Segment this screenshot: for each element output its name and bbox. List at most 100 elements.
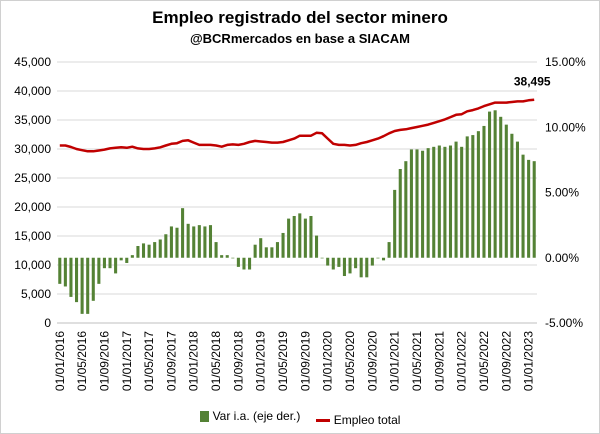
bar [426, 148, 430, 258]
bar [521, 154, 525, 258]
bar [432, 146, 436, 258]
x-tick-label: 01/01/2023 [522, 331, 536, 391]
bar [387, 242, 391, 258]
x-tick-label: 01/05/2020 [343, 331, 357, 391]
chart-title: Empleo registrado del sector minero [152, 8, 448, 27]
bar [236, 257, 240, 267]
x-tick-label: 01/01/2020 [321, 331, 335, 391]
bar [75, 257, 79, 303]
bar [504, 124, 508, 258]
bar [448, 145, 453, 258]
y-right-tick-label: 15.00% [545, 55, 586, 69]
x-tick-label: 01/09/2016 [97, 331, 111, 391]
bar [320, 257, 324, 259]
bar [298, 213, 302, 258]
bar [281, 232, 285, 258]
bar [119, 257, 123, 261]
bar [220, 255, 224, 258]
x-tick-label: 01/05/2016 [75, 331, 89, 391]
x-tick-label: 01/01/2016 [53, 331, 67, 391]
bar [203, 226, 207, 258]
x-tick-label: 01/01/2019 [254, 331, 268, 391]
bar [315, 235, 319, 258]
bar [515, 141, 519, 258]
y-left-tick-label: 40,000 [14, 84, 51, 98]
bar [69, 257, 73, 297]
legend-swatch-bars [199, 410, 209, 422]
bar [259, 238, 263, 258]
bar [58, 257, 62, 284]
bar [242, 257, 246, 270]
bar [348, 257, 352, 274]
bar [331, 257, 335, 270]
x-tick-label: 01/01/2021 [388, 331, 402, 391]
bar [108, 257, 112, 269]
bar [175, 227, 179, 258]
bar [63, 257, 67, 287]
bar [359, 257, 363, 278]
bar [460, 146, 464, 258]
y-left-tick-label: 35,000 [14, 113, 51, 127]
bar [270, 247, 274, 258]
x-tick-label: 01/01/2018 [187, 331, 201, 391]
bar [292, 215, 296, 258]
bar [125, 257, 129, 263]
bar [114, 257, 118, 274]
bar [197, 225, 201, 258]
x-tick-label: 01/09/2021 [432, 331, 446, 391]
bar [409, 149, 413, 258]
bar [147, 244, 151, 258]
bar [493, 110, 497, 258]
y-left-tick-label: 45,000 [14, 55, 51, 69]
x-tick-label: 01/01/2022 [455, 331, 469, 391]
bar [158, 239, 162, 258]
y-left-tick-label: 0 [44, 316, 51, 330]
legend-item-bars: Var i.a. (eje der.) [199, 409, 301, 423]
y-left-tick-label: 25,000 [14, 171, 51, 185]
y-left-tick-label: 15,000 [14, 229, 51, 243]
x-tick-label: 01/01/2017 [120, 331, 134, 391]
x-tick-label: 01/09/2019 [298, 331, 312, 391]
legend: Var i.a. (eje der.) Empleo total [0, 409, 600, 427]
line-end-value-label: 38,495 [514, 75, 551, 89]
x-tick-label: 01/09/2017 [164, 331, 178, 391]
bar [404, 161, 408, 258]
y-left-tick-label: 30,000 [14, 142, 51, 156]
bar [169, 226, 173, 258]
legend-label-line: Empleo total [333, 413, 401, 427]
bar [365, 257, 369, 278]
line-series-empleo-total [59, 98, 535, 153]
bar [415, 149, 419, 258]
bar [303, 218, 307, 258]
bar [398, 169, 402, 258]
y-left-tick-label: 5,000 [21, 287, 51, 301]
bar [136, 246, 140, 258]
bar [130, 255, 134, 258]
bar [454, 141, 458, 258]
x-tick-label: 01/09/2018 [231, 331, 245, 391]
bar [510, 133, 514, 258]
bar [186, 223, 190, 258]
bar [532, 161, 536, 258]
bar [381, 257, 386, 261]
y-left-tick-label: 10,000 [14, 258, 51, 272]
x-tick-label: 01/09/2022 [499, 331, 513, 391]
legend-label-bars: Var i.a. (eje der.) [212, 409, 301, 423]
bar [97, 257, 101, 284]
bar [488, 111, 492, 258]
legend-swatch-line [315, 418, 330, 422]
y-right-tick-label: 0.00% [545, 251, 579, 265]
bar [527, 159, 531, 258]
bar [337, 257, 341, 267]
bar [86, 257, 90, 314]
legend-item-line: Empleo total [315, 413, 401, 427]
bar [326, 257, 330, 266]
bar [482, 125, 486, 258]
x-tick-label: 01/05/2017 [142, 331, 156, 391]
bar [471, 135, 475, 258]
y-right-tick-label: -5.00% [545, 316, 583, 330]
bar [102, 257, 106, 269]
bar [214, 242, 218, 258]
bar [231, 257, 235, 259]
